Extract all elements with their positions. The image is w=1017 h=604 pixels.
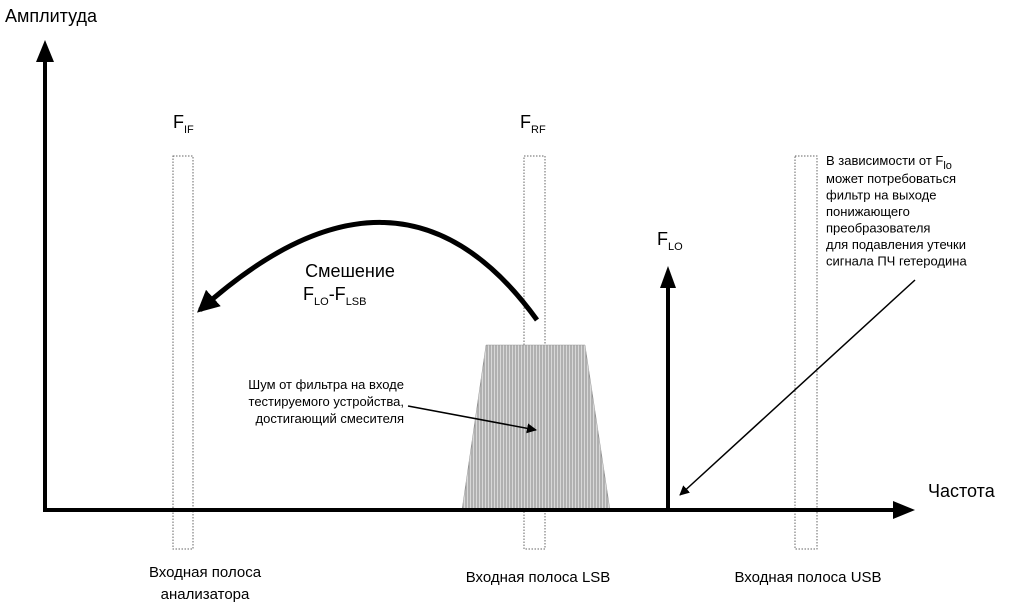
formula-part: LO bbox=[314, 296, 329, 308]
mixing-formula: FLO-FLSB bbox=[303, 284, 366, 308]
filter-note-main: В зависимости от F bbox=[826, 153, 943, 168]
mixing-arrow bbox=[197, 220, 540, 322]
noise-note: Шум от фильтра на входе bbox=[248, 377, 404, 392]
filter-note: В зависимости от Flo bbox=[826, 153, 952, 172]
band-analyzer bbox=[172, 155, 194, 550]
rf-sub: RF bbox=[531, 124, 546, 136]
formula-part: -F bbox=[329, 284, 346, 304]
filter-note-lines: может потребоваться фильтр на выходепониж… bbox=[826, 171, 967, 269]
band-caption: Входная полоса USB bbox=[734, 569, 881, 586]
filter-note-line: может потребоваться bbox=[826, 171, 956, 186]
filter-note-line: преобразователя bbox=[826, 221, 930, 236]
formula-part: F bbox=[303, 284, 314, 304]
band-usb bbox=[794, 155, 818, 550]
filter-pointer bbox=[679, 279, 916, 496]
y-axis-label: Амплитуда bbox=[5, 6, 98, 26]
lo-arrow bbox=[660, 266, 676, 288]
lo-main: F bbox=[657, 229, 668, 249]
filter-note-line: фильтр на выходе bbox=[826, 188, 936, 203]
x-axis-label: Частота bbox=[928, 481, 996, 501]
if-label: FIF bbox=[173, 112, 194, 136]
noise-shape bbox=[461, 344, 611, 511]
x-axis-arrow bbox=[893, 501, 915, 519]
band-caption: Входная полоса LSB bbox=[466, 569, 611, 586]
filter-note-line: сигнала ПЧ гетеродина bbox=[826, 254, 967, 269]
noise-pointer bbox=[407, 405, 537, 434]
rf-label: FRF bbox=[520, 112, 546, 136]
if-sub: IF bbox=[184, 124, 194, 136]
lo-sub: LO bbox=[668, 241, 683, 253]
formula-part: LSB bbox=[346, 296, 367, 308]
mixing-title: Смешение bbox=[305, 261, 395, 281]
filter-note-line: для подавления утечки bbox=[826, 237, 966, 252]
lo-label: FLO bbox=[657, 229, 683, 253]
if-main: F bbox=[173, 112, 184, 132]
y-axis-arrow bbox=[36, 40, 54, 62]
noise-note: достигающий смесителя bbox=[256, 411, 404, 426]
filter-note-sub: lo bbox=[943, 160, 952, 172]
filter-note-line: понижающего bbox=[826, 204, 910, 219]
rf-main: F bbox=[520, 112, 531, 132]
band-caption: Входная полоса bbox=[149, 564, 262, 581]
noise-note: тестируемого устройства, bbox=[249, 394, 404, 409]
band-caption: анализатора bbox=[161, 586, 250, 603]
